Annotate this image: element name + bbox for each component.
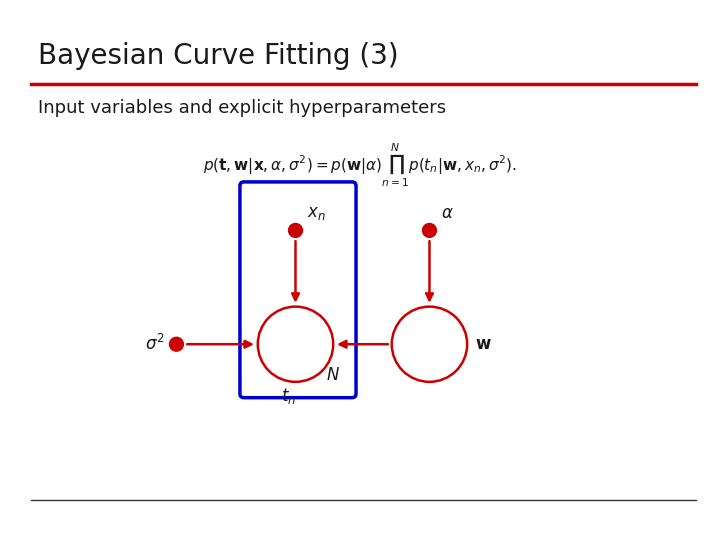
Text: $\mathbf{w}$: $\mathbf{w}$: [475, 335, 492, 353]
FancyBboxPatch shape: [240, 182, 356, 397]
Ellipse shape: [392, 307, 467, 382]
FancyArrowPatch shape: [292, 241, 299, 300]
FancyArrowPatch shape: [426, 241, 433, 300]
Ellipse shape: [423, 224, 436, 238]
FancyArrowPatch shape: [187, 341, 251, 348]
Text: $\sigma^2$: $\sigma^2$: [145, 334, 165, 354]
Text: Input variables and explicit hyperparameters: Input variables and explicit hyperparame…: [37, 99, 446, 117]
Ellipse shape: [169, 338, 184, 351]
Text: $p(\mathbf{t}, \mathbf{w}|\mathbf{x}, \alpha, \sigma^2) = p(\mathbf{w}|\alpha) \: $p(\mathbf{t}, \mathbf{w}|\mathbf{x}, \a…: [203, 141, 517, 189]
Text: $t_n$: $t_n$: [281, 386, 296, 406]
Ellipse shape: [289, 224, 302, 238]
Ellipse shape: [258, 307, 333, 382]
Text: $N$: $N$: [326, 366, 340, 384]
Text: $x_n$: $x_n$: [307, 205, 326, 222]
Text: Bayesian Curve Fitting (3): Bayesian Curve Fitting (3): [37, 42, 398, 70]
FancyArrowPatch shape: [340, 341, 388, 348]
Text: $\alpha$: $\alpha$: [441, 205, 454, 222]
